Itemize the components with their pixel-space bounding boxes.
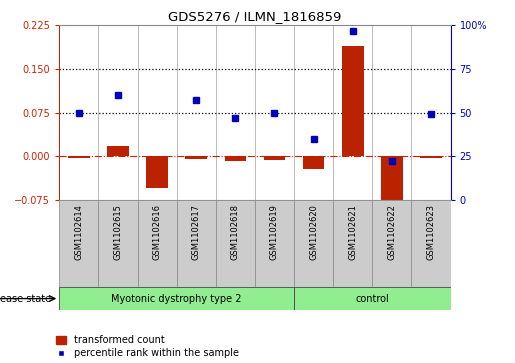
FancyBboxPatch shape [255, 200, 294, 287]
Bar [264, 156, 285, 160]
FancyBboxPatch shape [138, 200, 177, 287]
Text: GSM1102622: GSM1102622 [387, 204, 397, 260]
FancyBboxPatch shape [372, 200, 411, 287]
FancyBboxPatch shape [216, 200, 255, 287]
Bar [381, 156, 403, 207]
Legend: transformed count, percentile rank within the sample: transformed count, percentile rank withi… [56, 335, 239, 358]
FancyBboxPatch shape [294, 287, 451, 310]
FancyBboxPatch shape [59, 287, 294, 310]
Bar [146, 156, 168, 188]
Bar [68, 156, 90, 158]
Text: disease state: disease state [0, 294, 54, 303]
Text: GSM1102620: GSM1102620 [309, 204, 318, 260]
Text: GSM1102621: GSM1102621 [348, 204, 357, 260]
FancyBboxPatch shape [411, 200, 451, 287]
FancyBboxPatch shape [177, 200, 216, 287]
Text: GSM1102615: GSM1102615 [113, 204, 123, 260]
Bar [185, 156, 207, 159]
Bar [420, 156, 442, 158]
Title: GDS5276 / ILMN_1816859: GDS5276 / ILMN_1816859 [168, 10, 341, 23]
Bar [225, 156, 246, 161]
Text: GSM1102616: GSM1102616 [152, 204, 162, 260]
FancyBboxPatch shape [333, 200, 372, 287]
Bar [303, 156, 324, 170]
Text: GSM1102623: GSM1102623 [426, 204, 436, 260]
Bar [107, 146, 129, 156]
Text: GSM1102614: GSM1102614 [74, 204, 83, 260]
FancyBboxPatch shape [59, 200, 98, 287]
Text: control: control [355, 294, 389, 303]
Text: GSM1102619: GSM1102619 [270, 204, 279, 260]
Text: GSM1102617: GSM1102617 [192, 204, 201, 260]
Text: Myotonic dystrophy type 2: Myotonic dystrophy type 2 [111, 294, 242, 303]
FancyBboxPatch shape [294, 200, 333, 287]
Bar [342, 46, 364, 156]
Text: GSM1102618: GSM1102618 [231, 204, 240, 260]
FancyBboxPatch shape [98, 200, 138, 287]
